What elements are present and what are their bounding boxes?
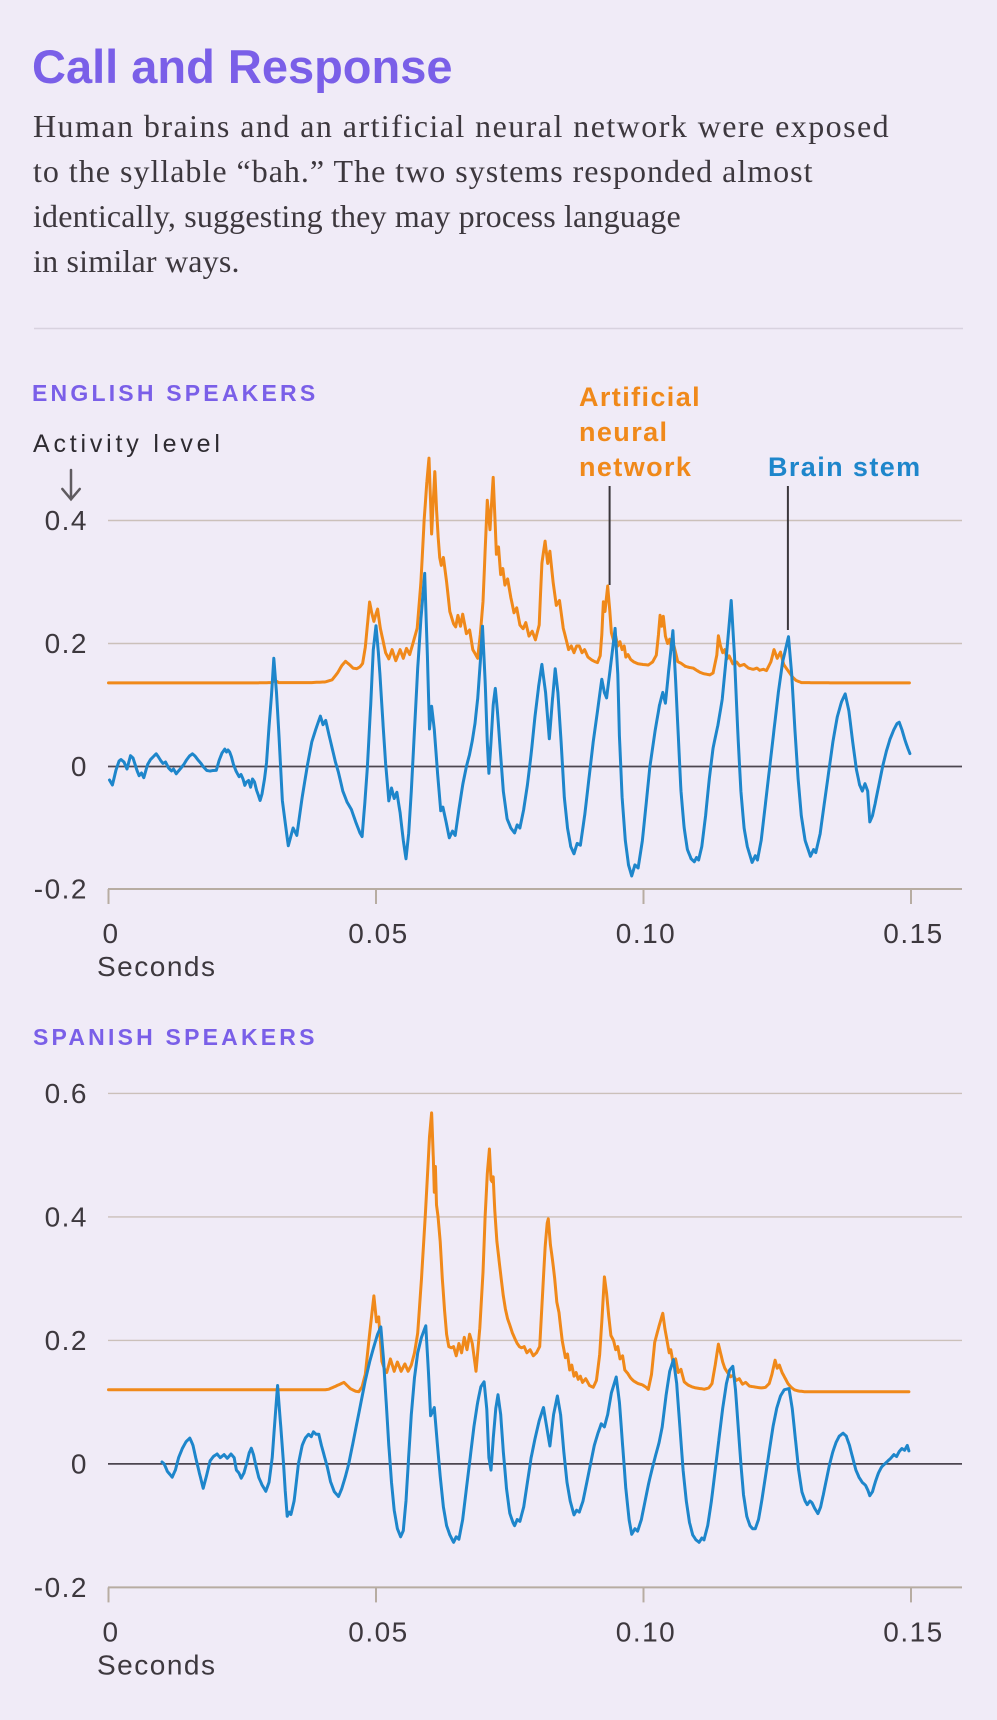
svg-text:Activity level: Activity level: [33, 430, 224, 458]
svg-text:to the syllable “bah.” The two: to the syllable “bah.” The two systems r…: [33, 153, 813, 189]
svg-text:Seconds: Seconds: [97, 1650, 216, 1681]
svg-text:0.05: 0.05: [348, 1617, 409, 1648]
svg-text:neural: neural: [579, 417, 668, 447]
svg-text:identically, suggesting they m: identically, suggesting they may process…: [33, 198, 681, 234]
svg-text:0.10: 0.10: [616, 1617, 677, 1648]
svg-text:0: 0: [102, 918, 119, 949]
svg-text:0.4: 0.4: [45, 1201, 88, 1232]
svg-text:0.15: 0.15: [883, 1617, 944, 1648]
svg-text:-0.2: -0.2: [34, 1572, 88, 1603]
svg-text:Artificial: Artificial: [579, 382, 701, 412]
svg-text:0: 0: [71, 751, 88, 782]
svg-text:Call and Response: Call and Response: [32, 40, 453, 93]
svg-text:Seconds: Seconds: [97, 951, 216, 982]
svg-text:0.2: 0.2: [45, 1325, 88, 1356]
svg-text:0.4: 0.4: [45, 505, 88, 536]
svg-text:0.05: 0.05: [348, 918, 409, 949]
svg-text:0.2: 0.2: [45, 628, 88, 659]
svg-text:0.15: 0.15: [883, 918, 944, 949]
svg-text:0.6: 0.6: [45, 1078, 88, 1109]
svg-text:Brain stem: Brain stem: [768, 452, 922, 482]
svg-text:Human brains and an artificial: Human brains and an artificial neural ne…: [33, 108, 890, 144]
svg-text:ENGLISH SPEAKERS: ENGLISH SPEAKERS: [32, 380, 318, 406]
svg-text:in similar ways.: in similar ways.: [33, 243, 240, 279]
svg-text:0: 0: [71, 1448, 88, 1479]
svg-text:network: network: [579, 452, 692, 482]
svg-text:0: 0: [102, 1617, 119, 1648]
svg-text:0.10: 0.10: [616, 918, 677, 949]
svg-text:-0.2: -0.2: [34, 874, 88, 905]
svg-text:SPANISH SPEAKERS: SPANISH SPEAKERS: [33, 1024, 318, 1050]
